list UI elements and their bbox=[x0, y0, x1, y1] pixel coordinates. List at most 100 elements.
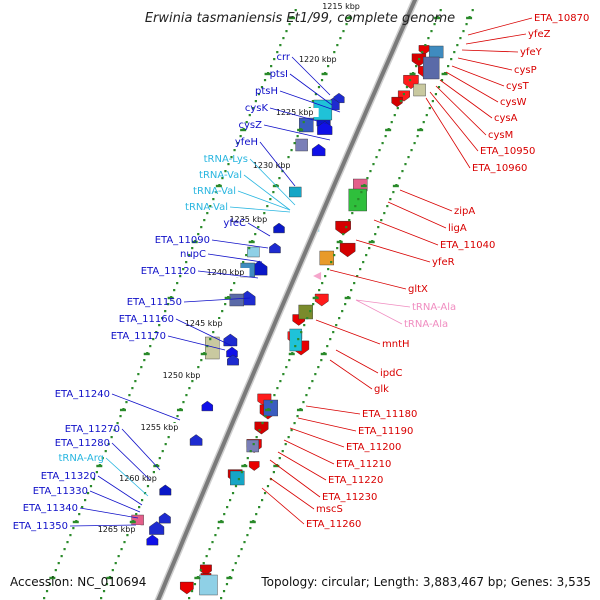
tick-dot bbox=[459, 37, 462, 40]
tick-mark bbox=[336, 240, 343, 244]
tick-dot bbox=[254, 100, 257, 103]
tick-mark bbox=[392, 184, 399, 188]
tick-mark bbox=[217, 520, 224, 524]
tick-dot bbox=[134, 380, 137, 383]
tick-mark bbox=[264, 408, 271, 412]
tick-dot bbox=[225, 583, 229, 586]
tick-dot bbox=[245, 121, 248, 124]
tick-dot bbox=[188, 597, 191, 600]
tick-dot bbox=[66, 541, 69, 544]
tick-mark bbox=[385, 128, 392, 132]
tick-dot bbox=[158, 457, 161, 460]
label-leader bbox=[259, 141, 296, 187]
tick-dot bbox=[273, 58, 276, 61]
gene-box bbox=[298, 304, 313, 320]
tick-dot bbox=[381, 142, 384, 145]
tick-dot bbox=[405, 86, 409, 89]
tick-dot bbox=[191, 247, 194, 250]
label-leader bbox=[329, 359, 373, 390]
gene-label: ETA_11120 bbox=[141, 266, 196, 277]
gene-box bbox=[289, 328, 302, 352]
tick-dot bbox=[258, 429, 261, 432]
label-leader bbox=[247, 222, 271, 237]
tick-mark bbox=[49, 576, 56, 580]
tick-dot bbox=[424, 44, 427, 47]
tick-dot bbox=[434, 93, 438, 96]
tick-dot bbox=[356, 275, 359, 278]
tick-dot bbox=[176, 415, 179, 418]
tick-dot bbox=[418, 58, 421, 61]
tick-dot bbox=[43, 597, 46, 600]
tick-dot bbox=[72, 527, 75, 530]
gene-label: cysT bbox=[506, 81, 530, 92]
gene-box bbox=[247, 246, 260, 258]
tick-dot bbox=[285, 366, 288, 369]
label-leader bbox=[445, 71, 499, 103]
label-leader bbox=[315, 319, 381, 345]
gene-arrow bbox=[418, 45, 430, 55]
tick-mark bbox=[409, 72, 416, 76]
tick-dot bbox=[324, 275, 327, 278]
tick-dot bbox=[384, 135, 387, 138]
tick-dot bbox=[233, 282, 236, 285]
gene-arrow bbox=[201, 400, 213, 412]
tick-dot bbox=[45, 590, 49, 593]
tick-dot bbox=[209, 205, 212, 208]
gene-label: ETA_11160 bbox=[119, 314, 174, 325]
tick-dot bbox=[254, 233, 257, 236]
tick-dot bbox=[182, 268, 185, 271]
tick-dot bbox=[404, 163, 407, 166]
tick-dot bbox=[167, 303, 170, 306]
label-leader bbox=[69, 524, 137, 527]
tick-dot bbox=[215, 191, 218, 194]
tick-dot bbox=[293, 142, 296, 145]
tick-dot bbox=[251, 107, 254, 110]
label-leader bbox=[269, 459, 321, 498]
tick-dot bbox=[246, 534, 249, 537]
tick-dot bbox=[152, 471, 155, 474]
tick-dot bbox=[69, 534, 72, 537]
tick-dot bbox=[297, 338, 300, 341]
gene-box bbox=[295, 138, 308, 152]
tick-dot bbox=[365, 254, 368, 257]
tick-dot bbox=[206, 345, 209, 348]
tick-dot bbox=[138, 506, 141, 509]
tick-dot bbox=[206, 212, 209, 215]
tick-dot bbox=[311, 100, 314, 103]
tick-dot bbox=[314, 373, 317, 376]
tick-dot bbox=[114, 562, 117, 565]
left-label-lines bbox=[69, 56, 341, 527]
scale-label-bg bbox=[179, 319, 228, 328]
tick-mark bbox=[167, 296, 174, 300]
tick-dot bbox=[336, 44, 339, 47]
tick-dot bbox=[341, 310, 344, 313]
tick-mark bbox=[143, 352, 150, 356]
tick-dot bbox=[450, 58, 453, 61]
gene-label: ETA_11190 bbox=[358, 426, 413, 437]
tick-dot bbox=[146, 485, 150, 488]
label-leader bbox=[111, 442, 151, 481]
tick-dot bbox=[255, 436, 258, 439]
gene-box bbox=[229, 293, 245, 307]
tick-mark bbox=[289, 16, 296, 20]
label-leader bbox=[373, 219, 439, 246]
label-leader bbox=[167, 335, 226, 351]
tick-dot bbox=[311, 380, 314, 383]
gene-label: yfeH bbox=[235, 137, 258, 148]
tick-dot bbox=[140, 366, 143, 369]
tick-dot bbox=[84, 499, 87, 502]
tick-dot bbox=[152, 338, 155, 341]
tick-dot bbox=[374, 233, 377, 236]
gene-label: tRNA-Ala bbox=[404, 319, 448, 330]
scale-label: 1230 kbp bbox=[253, 161, 291, 170]
tick-dot bbox=[380, 219, 383, 222]
gene-label: ipdC bbox=[380, 368, 402, 379]
label-leader bbox=[197, 270, 259, 279]
tick-dot bbox=[360, 191, 363, 194]
scale-label: 1240 kbp bbox=[207, 268, 245, 277]
scale-label: 1235 kbp bbox=[229, 215, 267, 224]
tick-dot bbox=[245, 254, 248, 257]
scale-label: 1250 kbp bbox=[163, 371, 201, 380]
tick-dot bbox=[203, 219, 206, 222]
